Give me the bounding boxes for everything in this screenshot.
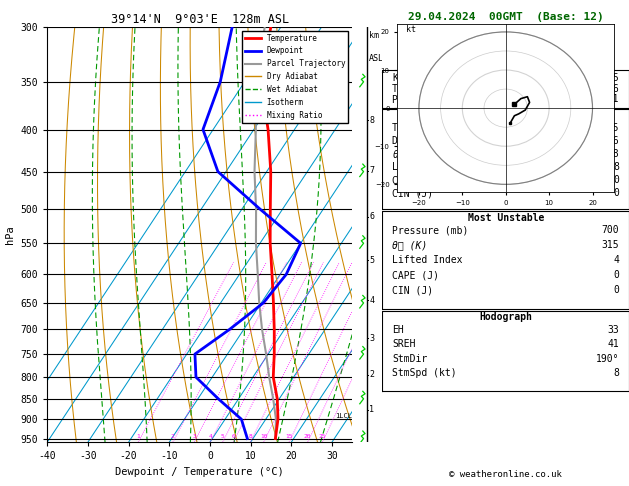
Text: 29.04.2024  00GMT  (Base: 12): 29.04.2024 00GMT (Base: 12)	[408, 12, 604, 22]
Text: 6: 6	[369, 212, 374, 222]
Text: 15.5: 15.5	[596, 123, 619, 133]
Text: 15: 15	[608, 73, 619, 83]
Legend: Temperature, Dewpoint, Parcel Trajectory, Dry Adiabat, Wet Adiabat, Isotherm, Mi: Temperature, Dewpoint, Parcel Trajectory…	[242, 31, 348, 122]
Text: SREH: SREH	[392, 339, 416, 349]
Text: 0: 0	[613, 189, 619, 198]
Text: Lifted Index: Lifted Index	[392, 255, 463, 265]
Text: 7: 7	[369, 166, 374, 175]
Text: 8: 8	[613, 368, 619, 379]
Text: 1.51: 1.51	[596, 94, 619, 104]
Text: 2: 2	[171, 434, 175, 439]
Text: 20: 20	[304, 434, 311, 439]
Text: 1: 1	[369, 405, 374, 415]
Text: CAPE (J): CAPE (J)	[392, 270, 439, 280]
Text: 8: 8	[613, 162, 619, 172]
Text: © weatheronline.co.uk: © weatheronline.co.uk	[449, 469, 562, 479]
Text: 8: 8	[248, 434, 252, 439]
Text: 3: 3	[369, 334, 374, 343]
Text: 315: 315	[601, 240, 619, 250]
Text: 1: 1	[136, 434, 140, 439]
Text: 41: 41	[608, 339, 619, 349]
Text: Dewp (°C): Dewp (°C)	[392, 136, 445, 146]
Text: 1LCL: 1LCL	[335, 413, 352, 419]
Text: Totals Totals: Totals Totals	[392, 84, 469, 94]
Text: θᴄ (K): θᴄ (K)	[392, 240, 428, 250]
Text: StmSpd (kt): StmSpd (kt)	[392, 368, 457, 379]
Text: PW (cm): PW (cm)	[392, 94, 433, 104]
Text: Lifted Index: Lifted Index	[392, 162, 463, 172]
Text: CIN (J): CIN (J)	[392, 285, 433, 295]
Text: km: km	[369, 31, 379, 40]
Text: CAPE (J): CAPE (J)	[392, 175, 439, 185]
Text: EH: EH	[392, 325, 404, 335]
Text: Hodograph: Hodograph	[479, 312, 532, 323]
Text: 4: 4	[613, 255, 619, 265]
Title: 39°14'N  9°03'E  128m ASL: 39°14'N 9°03'E 128m ASL	[111, 13, 289, 26]
Text: 4: 4	[369, 295, 374, 305]
Text: 5: 5	[221, 434, 225, 439]
Text: Pressure (mb): Pressure (mb)	[392, 225, 469, 235]
Text: K: K	[392, 73, 398, 83]
Text: kt: kt	[406, 25, 416, 34]
Text: 33: 33	[608, 325, 619, 335]
X-axis label: Dewpoint / Temperature (°C): Dewpoint / Temperature (°C)	[115, 467, 284, 477]
Text: 8: 8	[369, 116, 374, 125]
Text: 8.6: 8.6	[601, 136, 619, 146]
Y-axis label: hPa: hPa	[5, 225, 15, 244]
Text: 0: 0	[613, 175, 619, 185]
Text: 700: 700	[601, 225, 619, 235]
Text: 0: 0	[613, 270, 619, 280]
Text: StmDir: StmDir	[392, 354, 428, 364]
Text: 308: 308	[601, 149, 619, 159]
Text: Most Unstable: Most Unstable	[467, 213, 544, 223]
Text: 10: 10	[260, 434, 267, 439]
Text: 36: 36	[608, 84, 619, 94]
Text: CIN (J): CIN (J)	[392, 189, 433, 198]
Text: 6: 6	[231, 434, 235, 439]
Text: Surface: Surface	[485, 111, 526, 121]
Text: 15: 15	[286, 434, 293, 439]
Text: ASL: ASL	[369, 54, 384, 63]
Text: Temp (°C): Temp (°C)	[392, 123, 445, 133]
Text: 2: 2	[369, 370, 374, 380]
Text: 3: 3	[192, 434, 196, 439]
Text: 0: 0	[613, 285, 619, 295]
Text: 25: 25	[319, 434, 326, 439]
Text: 4: 4	[208, 434, 212, 439]
Text: 190°: 190°	[596, 354, 619, 364]
Text: 5: 5	[369, 256, 374, 265]
Text: θᴄ(K): θᴄ(K)	[392, 149, 421, 159]
